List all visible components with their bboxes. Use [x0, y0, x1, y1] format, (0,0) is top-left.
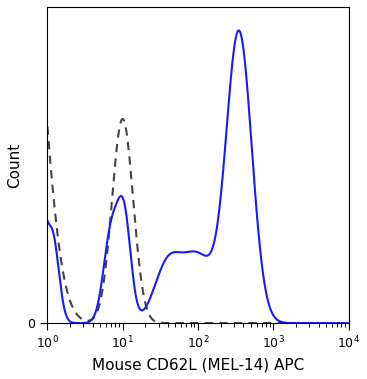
Y-axis label: Count: Count: [7, 143, 22, 188]
X-axis label: Mouse CD62L (MEL-14) APC: Mouse CD62L (MEL-14) APC: [92, 357, 304, 372]
